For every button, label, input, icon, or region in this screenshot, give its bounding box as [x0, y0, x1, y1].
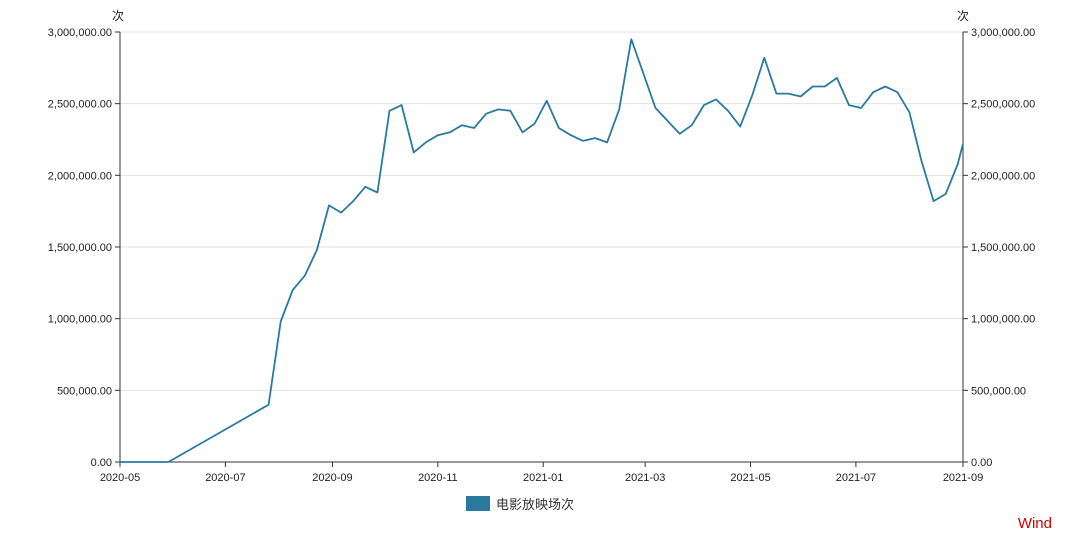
- y-left-tick-label: 2,000,000.00: [48, 170, 112, 182]
- y-axis-right-unit: 次: [957, 9, 969, 23]
- x-tick-label: 2021-01: [523, 472, 563, 484]
- y-right-tick-label: 1,500,000.00: [971, 242, 1035, 254]
- x-tick-label: 2021-07: [836, 472, 876, 484]
- y-axis-left-unit: 次: [112, 9, 124, 23]
- y-left-tick-label: 2,500,000.00: [48, 99, 112, 111]
- x-tick-label: 2020-05: [100, 472, 140, 484]
- y-right-tick-label: 1,000,000.00: [971, 314, 1035, 326]
- y-axis-right-ticks: 0.00 500,000.00 1,000,000.00 1,500,000.00 2,…: [963, 27, 1035, 469]
- grid-lines: [120, 31, 963, 391]
- wind-watermark: Wind: [1017, 515, 1052, 532]
- x-axis-ticks: 2020-05 2020-07 2020-09 2020-11 2021-01 2021-…: [100, 462, 983, 484]
- series-layer: [120, 38, 964, 463]
- y-right-tick-label: 2,000,000.00: [971, 170, 1035, 182]
- x-tick-label: 2020-11: [418, 472, 458, 484]
- series-line: [120, 38, 964, 463]
- x-tick-label: 2021-09: [943, 472, 983, 484]
- y-left-tick-label: 1,500,000.00: [48, 242, 112, 254]
- y-left-tick-label: 3,000,000.00: [48, 27, 112, 39]
- y-right-tick-label: 2,500,000.00: [971, 99, 1035, 111]
- y-right-tick-label: 500,000.00: [971, 385, 1026, 397]
- legend-swatch: [466, 496, 490, 511]
- x-tick-label: 2021-03: [625, 472, 665, 484]
- legend[interactable]: 电影放映场次: [466, 496, 574, 513]
- x-tick-label: 2020-07: [205, 472, 245, 484]
- x-tick-label: 2020-09: [312, 472, 352, 484]
- y-left-tick-label: 1,000,000.00: [48, 314, 112, 326]
- legend-label: 电影放映场次: [496, 497, 574, 513]
- x-tick-label: 2021-05: [730, 472, 770, 484]
- y-right-tick-label: 0.00: [971, 457, 992, 469]
- y-left-tick-label: 500,000.00: [57, 385, 112, 397]
- y-right-tick-label: 3,000,000.00: [971, 27, 1035, 39]
- y-left-tick-label: 0.00: [91, 457, 112, 469]
- y-axis-left-ticks: 0.00 500,000.00 1,000,000.00 1,500,000.00 2,…: [48, 27, 120, 469]
